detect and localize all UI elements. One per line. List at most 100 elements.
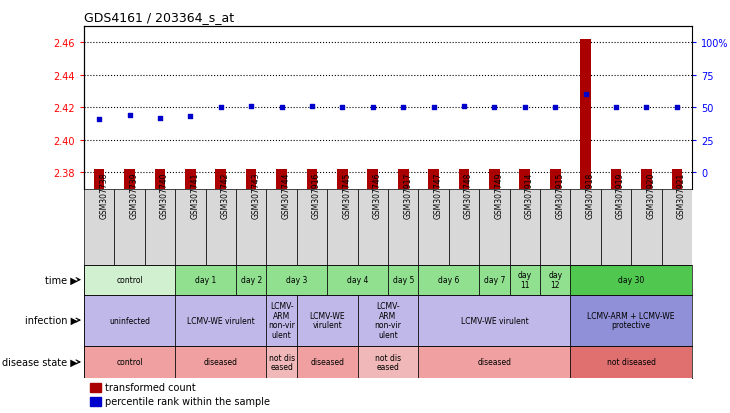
Text: day 5: day 5 — [393, 275, 414, 285]
Text: GSM307919: GSM307919 — [616, 172, 625, 218]
Text: GSM307744: GSM307744 — [282, 172, 291, 218]
Bar — [418, 265, 479, 295]
Bar — [570, 346, 692, 378]
Bar — [84, 189, 115, 265]
Bar — [570, 189, 601, 265]
Text: day
11: day 11 — [518, 271, 532, 290]
Bar — [672, 170, 682, 189]
Text: GSM307749: GSM307749 — [494, 172, 504, 218]
Text: GSM307746: GSM307746 — [373, 172, 382, 218]
Bar — [458, 170, 469, 189]
Text: GSM307917: GSM307917 — [403, 172, 412, 218]
Text: uninfected: uninfected — [109, 316, 150, 325]
Point — [458, 103, 470, 110]
Text: day 1: day 1 — [195, 275, 216, 285]
Bar — [520, 170, 530, 189]
Bar — [327, 265, 388, 295]
Bar — [398, 170, 409, 189]
Point — [550, 104, 561, 111]
Text: day 6: day 6 — [438, 275, 459, 285]
Bar — [266, 295, 297, 346]
Point — [671, 104, 683, 111]
Bar — [84, 346, 175, 378]
Bar — [418, 295, 570, 346]
Text: GSM307739: GSM307739 — [129, 172, 139, 218]
Bar — [418, 346, 570, 378]
Bar — [236, 265, 266, 295]
Text: LCMV-
ARM
non-vir
ulent: LCMV- ARM non-vir ulent — [268, 301, 295, 339]
Point — [488, 104, 500, 111]
Bar — [550, 170, 561, 189]
Bar — [94, 170, 104, 189]
Bar — [358, 346, 418, 378]
Bar — [297, 295, 358, 346]
Text: LCMV-WE
virulent: LCMV-WE virulent — [310, 311, 345, 330]
Point — [397, 104, 409, 111]
Text: day 7: day 7 — [484, 275, 505, 285]
Text: control: control — [116, 358, 143, 366]
Point — [367, 104, 379, 111]
Text: diseased: diseased — [477, 358, 512, 366]
Bar — [155, 170, 165, 189]
Bar — [611, 170, 621, 189]
Bar — [570, 265, 692, 295]
Bar — [580, 40, 591, 189]
Text: LCMV-ARM + LCMV-WE
protective: LCMV-ARM + LCMV-WE protective — [588, 311, 675, 330]
Bar — [236, 189, 266, 265]
Bar — [175, 346, 266, 378]
Bar — [276, 170, 287, 189]
Bar — [601, 189, 631, 265]
Text: GSM307742: GSM307742 — [220, 172, 230, 218]
Text: day
12: day 12 — [548, 271, 562, 290]
Text: diseased: diseased — [204, 358, 238, 366]
Bar — [246, 170, 256, 189]
Text: GSM307740: GSM307740 — [160, 172, 169, 218]
Text: GSM307920: GSM307920 — [647, 172, 656, 218]
Text: GSM307747: GSM307747 — [434, 172, 442, 218]
Bar — [570, 295, 692, 346]
Bar — [388, 189, 418, 265]
Bar — [540, 189, 570, 265]
Text: GSM307745: GSM307745 — [342, 172, 351, 218]
Bar — [418, 189, 449, 265]
Text: day 3: day 3 — [286, 275, 307, 285]
Text: day 2: day 2 — [241, 275, 262, 285]
Text: disease state ▶: disease state ▶ — [2, 357, 78, 367]
Text: LCMV-WE virulent: LCMV-WE virulent — [187, 316, 255, 325]
Bar — [297, 346, 358, 378]
Bar — [489, 170, 500, 189]
Text: LCMV-
ARM
non-vir
ulent: LCMV- ARM non-vir ulent — [374, 301, 402, 339]
Point — [154, 115, 166, 122]
Bar — [388, 265, 418, 295]
Point — [580, 92, 591, 98]
Text: day 4: day 4 — [347, 275, 368, 285]
Bar — [185, 170, 196, 189]
Point — [337, 104, 348, 111]
Point — [123, 112, 135, 119]
Bar — [510, 265, 540, 295]
Bar — [175, 189, 206, 265]
Text: GSM307748: GSM307748 — [464, 172, 473, 218]
Bar — [367, 170, 378, 189]
Point — [306, 103, 318, 110]
Text: day 30: day 30 — [618, 275, 645, 285]
Text: LCMV-WE virulent: LCMV-WE virulent — [461, 316, 529, 325]
Text: GSM307921: GSM307921 — [677, 172, 686, 218]
Text: percentile rank within the sample: percentile rank within the sample — [105, 396, 270, 406]
Bar — [479, 189, 510, 265]
Text: transformed count: transformed count — [105, 382, 196, 392]
Text: not dis
eased: not dis eased — [269, 353, 295, 371]
Text: infection ▶: infection ▶ — [25, 316, 78, 325]
Text: GSM307741: GSM307741 — [191, 172, 199, 218]
Bar — [175, 265, 236, 295]
Point — [245, 103, 257, 110]
Bar — [175, 295, 266, 346]
Bar — [145, 189, 175, 265]
Text: GDS4161 / 203364_s_at: GDS4161 / 203364_s_at — [84, 11, 234, 24]
Point — [610, 104, 622, 111]
Point — [215, 104, 226, 111]
Text: diseased: diseased — [310, 358, 344, 366]
Bar — [337, 170, 347, 189]
Bar — [124, 170, 135, 189]
Bar — [206, 189, 236, 265]
